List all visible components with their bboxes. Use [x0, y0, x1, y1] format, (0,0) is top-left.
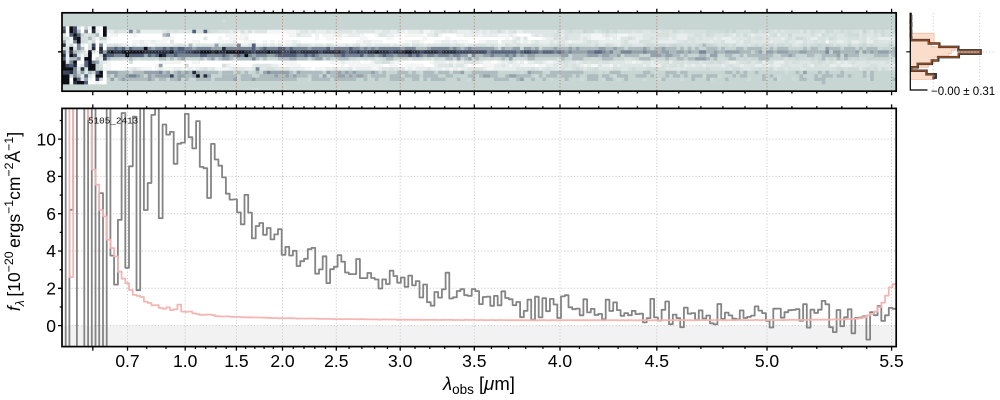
svg-text:1.5: 1.5 — [224, 351, 248, 371]
svg-text:0.7: 0.7 — [115, 351, 139, 371]
svg-text:4.5: 4.5 — [645, 351, 669, 371]
svg-text:1.0: 1.0 — [173, 351, 198, 371]
svg-text:2.0: 2.0 — [270, 351, 295, 371]
svg-text:8: 8 — [46, 167, 56, 187]
svg-text:4: 4 — [46, 241, 56, 261]
svg-text:5.5: 5.5 — [879, 351, 903, 371]
svg-text:2: 2 — [46, 279, 56, 299]
svg-text:6: 6 — [46, 204, 56, 224]
svg-text:3.0: 3.0 — [388, 351, 413, 371]
svg-text:5105_2413: 5105_2413 — [88, 116, 138, 127]
svg-text:3.5: 3.5 — [462, 351, 486, 371]
svg-text:2.5: 2.5 — [324, 351, 348, 371]
svg-text:fλ [10−20 ergs−1cm−2Å−1]: fλ [10−20 ergs−1cm−2Å−1] — [2, 132, 27, 311]
svg-text:5.0: 5.0 — [755, 351, 780, 371]
svg-text:4.0: 4.0 — [548, 351, 573, 371]
svg-text:−0.00 ± 0.31: −0.00 ± 0.31 — [931, 86, 995, 98]
svg-text:10: 10 — [37, 129, 57, 149]
svg-text:0: 0 — [46, 316, 56, 336]
svg-text:λobs [μm]: λobs [μm] — [442, 373, 515, 397]
